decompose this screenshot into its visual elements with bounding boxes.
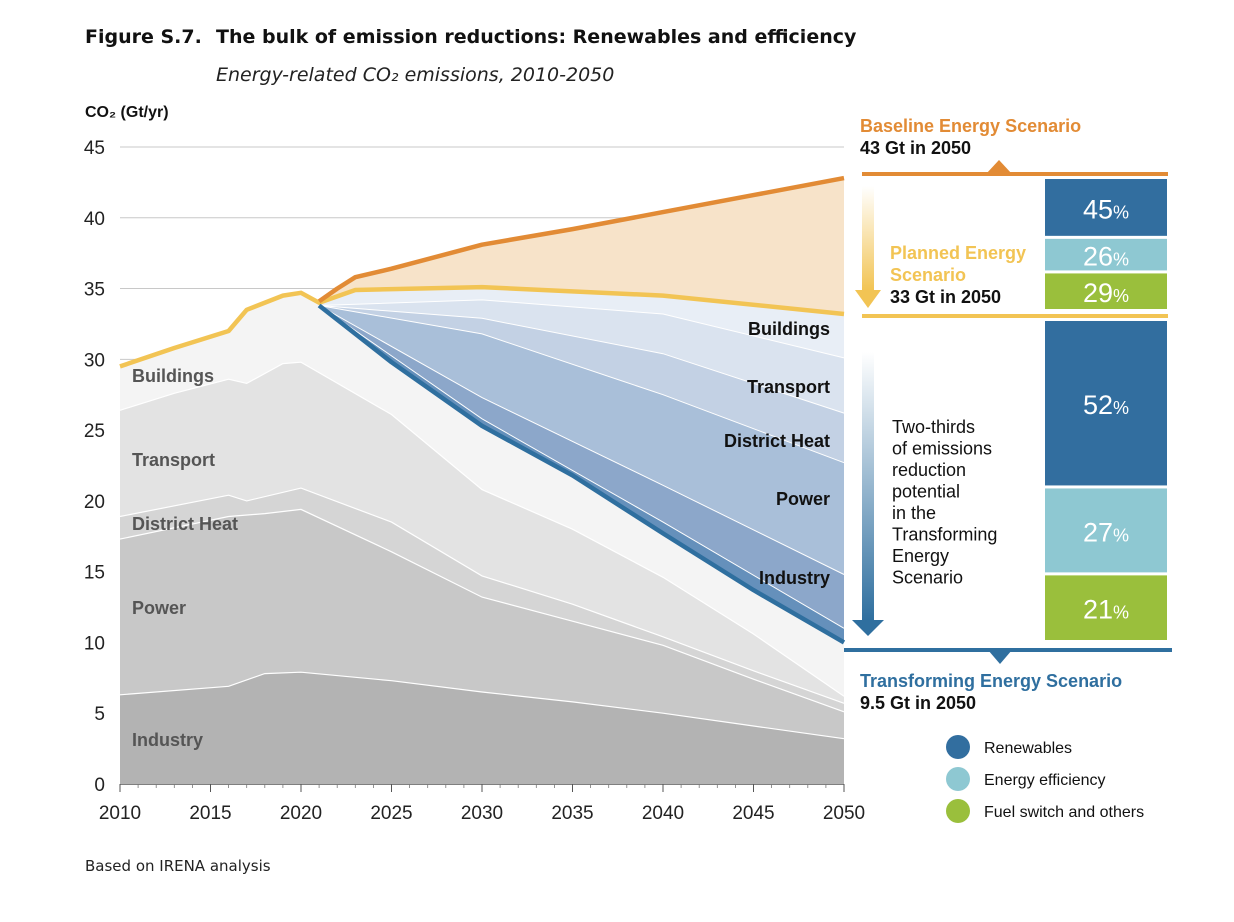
legend-label: Energy efficiency [984,772,1106,789]
sector-boundary [119,508,845,713]
legend-label: Renewables [984,740,1072,757]
x-tick-label: 2010 [99,803,141,824]
planned-scenario-value: 33 Gt in 2050 [890,287,1001,307]
left-sector-label: Buildings [132,366,214,386]
lower-breakdown-segment [1045,321,1167,486]
reduction-band-boundary [319,305,845,464]
y-tick-label: 20 [84,492,105,513]
transforming-ref-marker [988,650,1012,664]
reduction-band-industry [319,305,845,643]
legend-swatch [946,799,970,823]
sector-boundary [119,361,845,697]
upper-breakdown-segment [1045,273,1167,309]
upper-breakdown-value: 29% [1083,278,1129,308]
y-tick-label: 10 [84,633,105,654]
reduction-band-boundary [319,305,845,414]
left-sector-label: Industry [132,730,203,750]
upper-breakdown-segment [1045,179,1167,236]
left-sector-label: Transport [132,450,215,470]
transforming-note-line: Two-thirds [892,417,975,437]
y-tick-label: 35 [84,280,105,301]
planned-scenario-label: Scenario [890,265,966,285]
baseline-ref-marker [986,160,1012,174]
x-tick-label: 2020 [280,803,322,824]
figure-number: Figure S.7. [85,26,202,48]
x-tick-label: 2045 [732,803,774,824]
y-axis-label: CO₂ (Gt/yr) [85,104,169,121]
transforming-note-line: Transforming [892,525,997,545]
upper-breakdown-value: 26% [1083,242,1129,272]
baseline-scenario-value: 43 Gt in 2050 [860,138,971,158]
y-tick-label: 30 [84,350,105,371]
left-sector-label: Power [132,598,186,618]
x-tick-label: 2040 [642,803,684,824]
transforming-arrow-shaft [862,352,874,620]
reduction-band-boundary [318,305,845,629]
x-tick-label: 2030 [461,803,503,824]
transforming-note-line: reduction [892,460,966,480]
reduction-band-top [319,287,845,358]
planned-arrow-shaft [862,186,874,290]
transforming-scenario-line [317,303,846,645]
sector-boundary [119,671,845,740]
lower-breakdown-segment [1045,488,1167,573]
transforming-note-line: in the [892,503,936,523]
y-tick-label: 45 [84,138,105,159]
x-tick-label: 2025 [370,803,412,824]
right-sector-label: Power [776,489,830,509]
y-tick-label: 15 [84,563,105,584]
planned-scenario-line [119,284,845,369]
sector-boundary [119,487,845,704]
transforming-note-line: Energy [892,546,949,566]
lower-breakdown-segment [1045,575,1167,640]
transforming-arrow-head [852,620,884,636]
left-sector-label: District Heat [132,514,238,534]
baseline-gap-area [319,178,845,314]
legend-swatch [946,767,970,791]
figure-title: The bulk of emission reductions: Renewab… [216,26,857,48]
source-note: Based on IRENA analysis [85,857,271,875]
transforming-scenario-value: 9.5 Gt in 2050 [860,693,976,713]
y-tick-label: 25 [84,421,105,442]
right-sector-label: Buildings [748,319,830,339]
baseline-scenario-label: Baseline Energy Scenario [860,116,1081,136]
transforming-scenario-label: Transforming Energy Scenario [860,671,1122,691]
x-tick-label: 2050 [823,803,865,824]
x-tick-label: 2035 [551,803,593,824]
lower-breakdown-value: 27% [1083,517,1129,547]
lower-breakdown-value: 52% [1083,390,1129,420]
legend-label: Fuel switch and others [984,804,1144,821]
y-tick-label: 5 [94,704,105,725]
reduction-band-boundary [318,305,845,575]
transforming-note-line: of emissions [892,439,992,459]
transforming-note-line: Scenario [892,568,963,588]
y-tick-label: 40 [84,209,105,230]
figure-subtitle: Energy-related CO₂ emissions, 2010-2050 [216,64,615,86]
legend-swatch [946,735,970,759]
upper-breakdown-segment [1045,238,1167,271]
right-sector-label: District Heat [724,431,830,451]
baseline-scenario-line [317,175,845,304]
planned-arrow-head [855,290,881,308]
sector-area-industry [120,672,844,784]
reduction-band-boundary [319,299,845,359]
transforming-note-line: potential [892,482,960,502]
y-tick-label: 0 [94,775,105,796]
upper-breakdown-value: 45% [1083,194,1129,224]
lower-breakdown-value: 21% [1083,595,1129,625]
x-tick-label: 2015 [189,803,231,824]
right-sector-label: Industry [759,568,830,588]
planned-scenario-label: Planned Energy [890,243,1026,263]
right-sector-label: Transport [747,377,830,397]
